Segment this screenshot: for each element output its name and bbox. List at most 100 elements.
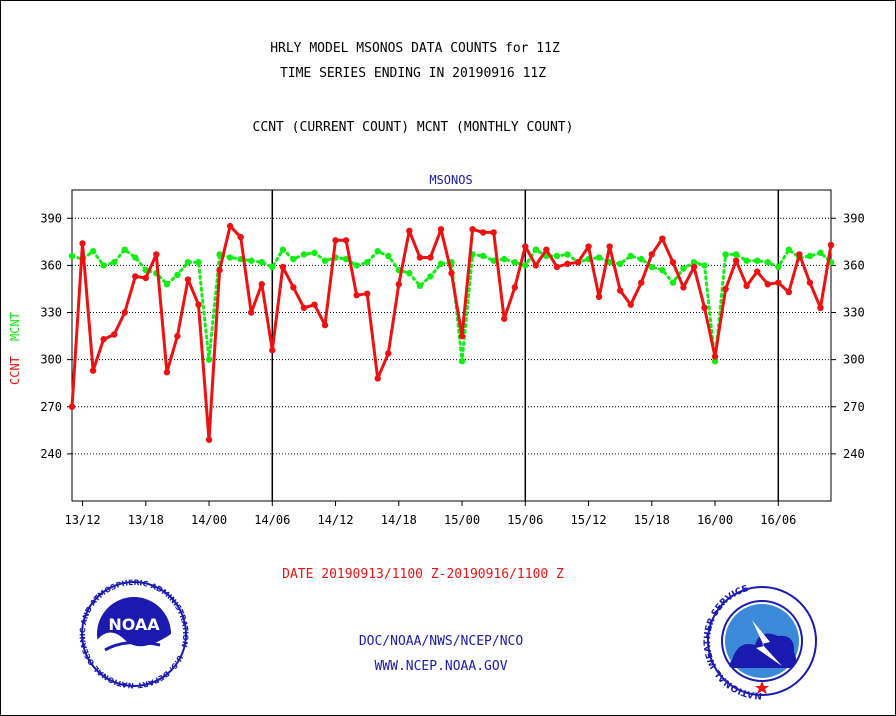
y-axis-label-mcnt: MCNT	[8, 312, 22, 341]
ccnt-point	[258, 281, 265, 288]
ccnt-point	[216, 266, 223, 274]
chart-title-line2: TIME SERIES ENDING IN 20190916 11Z	[279, 66, 547, 81]
ccnt-point	[711, 353, 719, 360]
y-tick-label: 330	[843, 306, 865, 320]
y-tick-label: 240	[843, 447, 865, 461]
ccnt-point	[132, 273, 139, 280]
mcnt-point	[269, 263, 276, 271]
y-tick-label: 390	[40, 211, 62, 225]
mcnt-point	[406, 270, 413, 277]
ccnt-point	[226, 222, 234, 230]
x-tick-label: 14/12	[317, 513, 353, 527]
x-tick-label: 15/12	[570, 513, 606, 527]
ccnt-point	[110, 331, 118, 338]
ccnt-point	[469, 226, 476, 233]
mcnt-point	[100, 262, 107, 269]
ccnt-point	[363, 290, 371, 297]
mcnt-point	[522, 262, 529, 269]
nws-logo: NATIONAL WEATHER SERVICE	[703, 584, 817, 700]
ccnt-point	[648, 251, 655, 258]
ccnt-point	[321, 321, 329, 329]
mcnt-point	[311, 249, 318, 257]
ccnt-point	[827, 241, 835, 249]
mcnt-point	[690, 259, 698, 266]
mcnt-point	[616, 260, 624, 268]
ccnt-point	[153, 251, 160, 258]
mcnt-point	[501, 255, 508, 263]
ccnt-point	[775, 279, 782, 286]
ccnt-point	[796, 251, 803, 258]
mcnt-point	[659, 266, 666, 274]
mcnt-point	[226, 254, 234, 261]
mcnt-point	[669, 279, 677, 286]
ccnt-point	[68, 403, 76, 410]
star-icon	[755, 681, 769, 694]
mcnt-point	[722, 251, 729, 258]
ccnt-point	[353, 292, 360, 299]
mcnt-point	[732, 251, 740, 258]
mcnt-point	[806, 252, 814, 260]
ccnt-point	[754, 268, 761, 275]
org-link[interactable]: DOC/NOAA/NWS/NCEP/NCO	[358, 634, 524, 649]
mcnt-point	[490, 257, 497, 264]
mcnt-point	[195, 259, 202, 266]
mcnt-point	[817, 249, 824, 257]
mcnt-point	[110, 259, 118, 266]
y-tick-label: 390	[843, 211, 865, 225]
ccnt-point	[501, 315, 508, 322]
mcnt-point	[680, 265, 687, 272]
mcnt-point	[121, 246, 128, 253]
ccnt-point	[680, 284, 687, 291]
ccnt-point	[448, 270, 455, 277]
x-tick-label: 15/18	[634, 513, 670, 527]
mcnt-point	[638, 255, 645, 263]
mcnt-point	[701, 262, 708, 269]
ccnt-point	[290, 284, 297, 291]
ccnt-point	[437, 226, 445, 233]
y-tick-label: 300	[40, 353, 62, 367]
y-tick-label: 360	[843, 258, 865, 272]
x-tick-label: 16/06	[760, 513, 796, 527]
mcnt-point	[321, 257, 329, 264]
x-tick-label: 13/18	[128, 513, 164, 527]
mcnt-point	[511, 259, 518, 266]
y-tick-label: 240	[40, 447, 62, 461]
ccnt-point	[300, 304, 308, 312]
mcnt-point	[290, 255, 297, 263]
ccnt-point	[532, 262, 540, 269]
ccnt-point	[638, 279, 645, 286]
date-range-label: DATE 20190913/1100 Z-20190916/1100 Z	[282, 567, 564, 582]
x-tick-label: 16/00	[697, 513, 733, 527]
mcnt-point	[248, 257, 255, 264]
mcnt-point	[353, 262, 360, 269]
ccnt-point	[395, 281, 402, 288]
mcnt-point	[775, 263, 782, 271]
ccnt-point	[279, 263, 287, 271]
y-axis-label-ccnt: CCNT	[8, 356, 22, 385]
ccnt-point	[89, 367, 97, 374]
y-tick-label: 270	[40, 400, 62, 414]
ccnt-point	[722, 285, 729, 293]
mcnt-point	[374, 248, 381, 255]
ccnt-point	[342, 237, 350, 244]
mcnt-point	[205, 356, 213, 363]
ccnt-point	[659, 235, 666, 242]
ccnt-point	[669, 259, 677, 266]
ccnt-point	[311, 301, 318, 308]
chart-title-line1: HRLY MODEL MSONOS DATA COUNTS for 11Z	[270, 41, 560, 56]
noaa-logo-text: NOAA	[108, 615, 160, 634]
ccnt-point	[79, 240, 86, 247]
ccnt-point	[690, 263, 698, 271]
ccnt-point	[406, 227, 413, 235]
ccnt-point	[785, 288, 793, 296]
mcnt-point	[216, 251, 223, 258]
mcnt-point	[532, 246, 540, 253]
mcnt-point	[564, 251, 571, 258]
mcnt-point	[754, 257, 761, 264]
ccnt-point	[332, 237, 339, 244]
website-link[interactable]: WWW.NCEP.NOAA.GOV	[374, 659, 508, 674]
svg-text:NATIONAL OCEANIC AND ATMOSPHER: NATIONAL OCEANIC AND ATMOSPHERIC ADMINIS…	[0, 0, 190, 690]
mcnt-point	[627, 252, 634, 260]
mcnt-point	[648, 263, 655, 271]
